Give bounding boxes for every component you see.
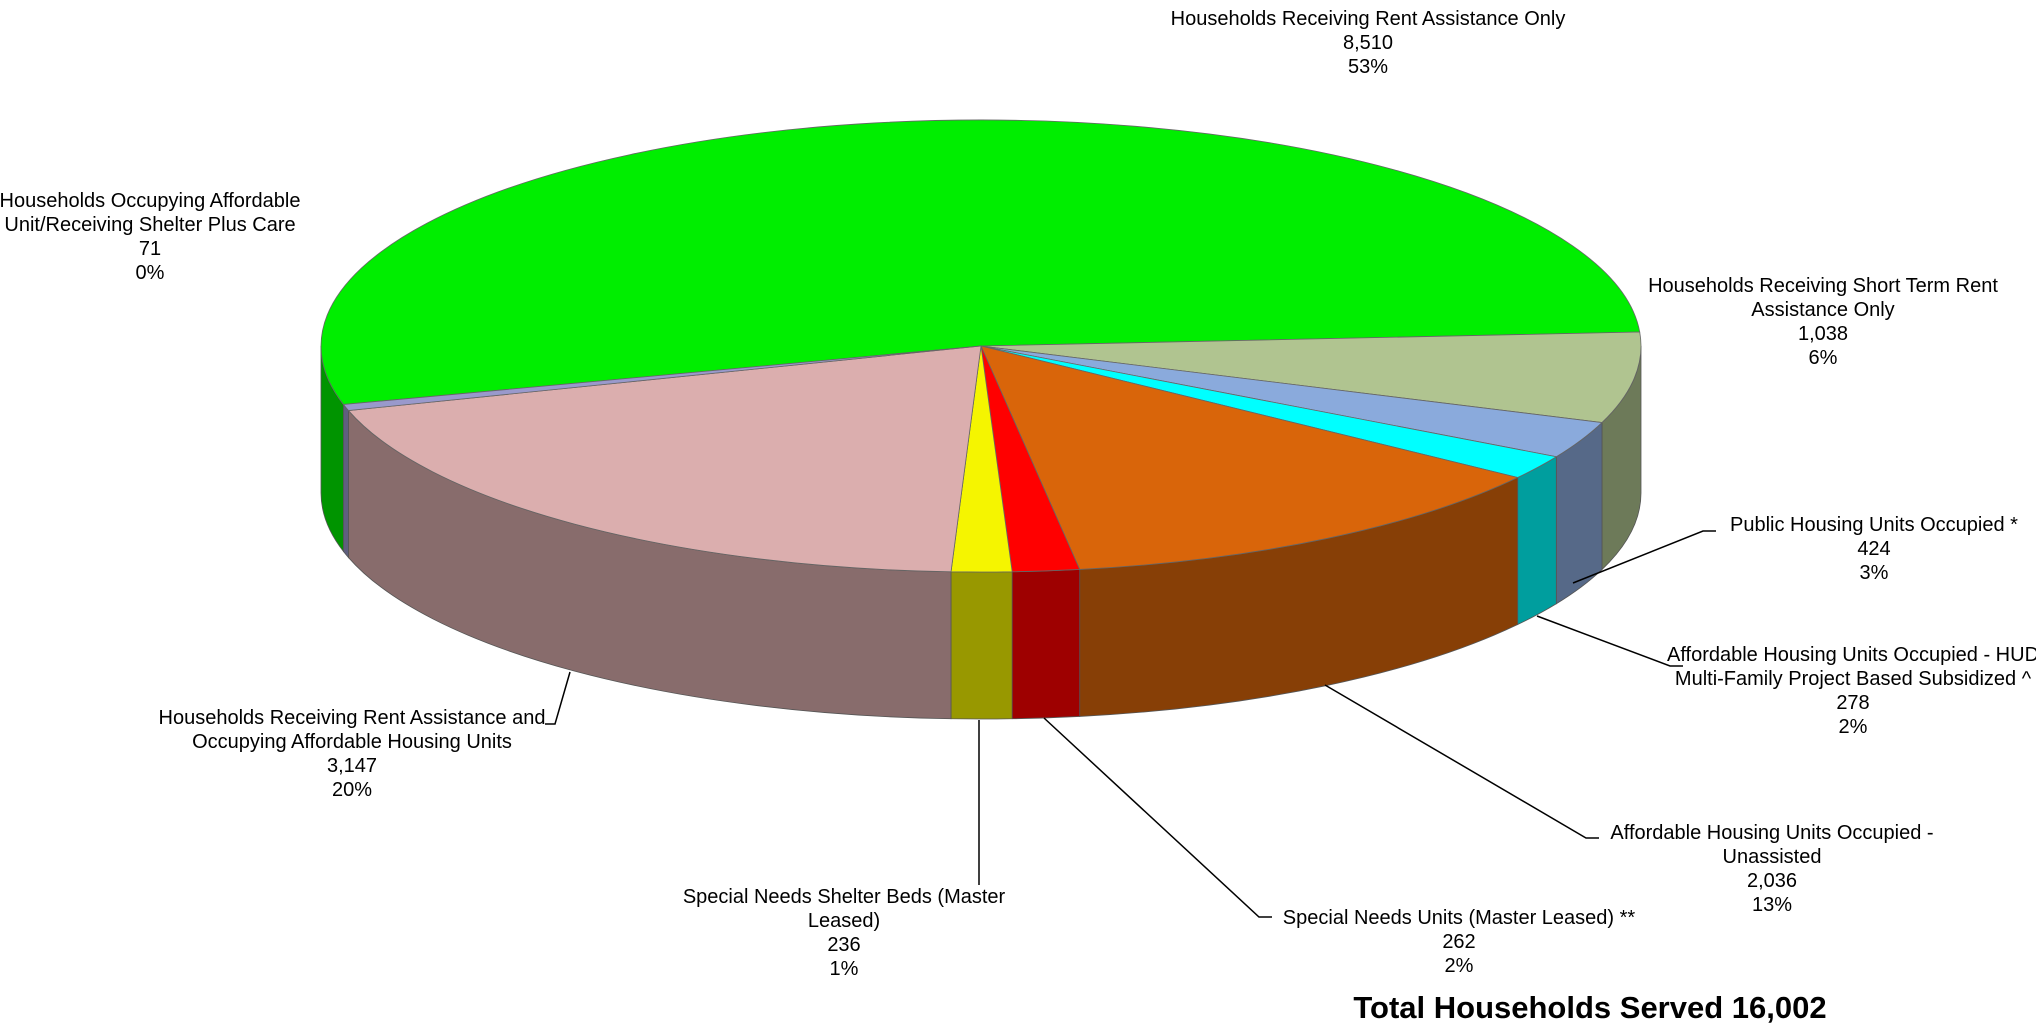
leader-line (1325, 685, 1599, 838)
slice-label: Affordable Housing Units Occupied - HUD … (1666, 643, 2036, 739)
slice-label: Special Needs Shelter Beds (Master Lease… (667, 885, 1022, 981)
slice-side (343, 404, 348, 557)
label-percent: 2% (1666, 715, 2036, 739)
label-value: 71 (0, 237, 323, 261)
slice-label: Households Receiving Rent Assistance and… (155, 706, 550, 802)
slice-label: Households Receiving Rent Assistance Onl… (1168, 7, 1568, 79)
label-percent: 1% (667, 957, 1022, 981)
label-percent: 6% (1628, 346, 2018, 370)
label-name: Households Receiving Rent Assistance and… (155, 706, 550, 754)
slice-side (1012, 569, 1080, 718)
label-name: Special Needs Units (Master Leased) ** (1249, 906, 1669, 930)
slice-label: Affordable Housing Units Occupied - Unas… (1585, 821, 1960, 917)
label-percent: 3% (1674, 561, 2036, 585)
slice-label: Special Needs Units (Master Leased) **26… (1249, 906, 1669, 978)
label-value: 8,510 (1168, 31, 1568, 55)
label-percent: 53% (1168, 55, 1568, 79)
label-value: 424 (1674, 537, 2036, 561)
label-name: Special Needs Shelter Beds (Master Lease… (667, 885, 1022, 933)
leader-line (1044, 718, 1272, 917)
leader-line (1537, 616, 1683, 666)
label-name: Households Receiving Short Term Rent Ass… (1628, 274, 2018, 322)
label-percent: 20% (155, 778, 550, 802)
label-name: Affordable Housing Units Occupied - HUD … (1666, 643, 2036, 691)
label-name: Households Occupying Affordable Unit/Rec… (0, 189, 323, 237)
slice-label: Households Receiving Short Term Rent Ass… (1628, 274, 2018, 370)
total-label: Total Households Served 16,002 (1353, 990, 1826, 1026)
slice-side (951, 572, 1012, 719)
label-name: Public Housing Units Occupied * (1674, 513, 2036, 537)
label-value: 278 (1666, 691, 2036, 715)
label-value: 3,147 (155, 754, 550, 778)
label-value: 2,036 (1585, 869, 1960, 893)
label-name: Households Receiving Rent Assistance Onl… (1168, 7, 1568, 31)
label-percent: 2% (1249, 954, 1669, 978)
label-percent: 0% (0, 261, 323, 285)
label-value: 262 (1249, 930, 1669, 954)
label-value: 1,038 (1628, 322, 2018, 346)
label-name: Affordable Housing Units Occupied - Unas… (1585, 821, 1960, 869)
label-value: 236 (667, 933, 1022, 957)
slice-label: Households Occupying Affordable Unit/Rec… (0, 189, 323, 285)
tops (321, 120, 1641, 572)
slice-side (1518, 457, 1557, 625)
